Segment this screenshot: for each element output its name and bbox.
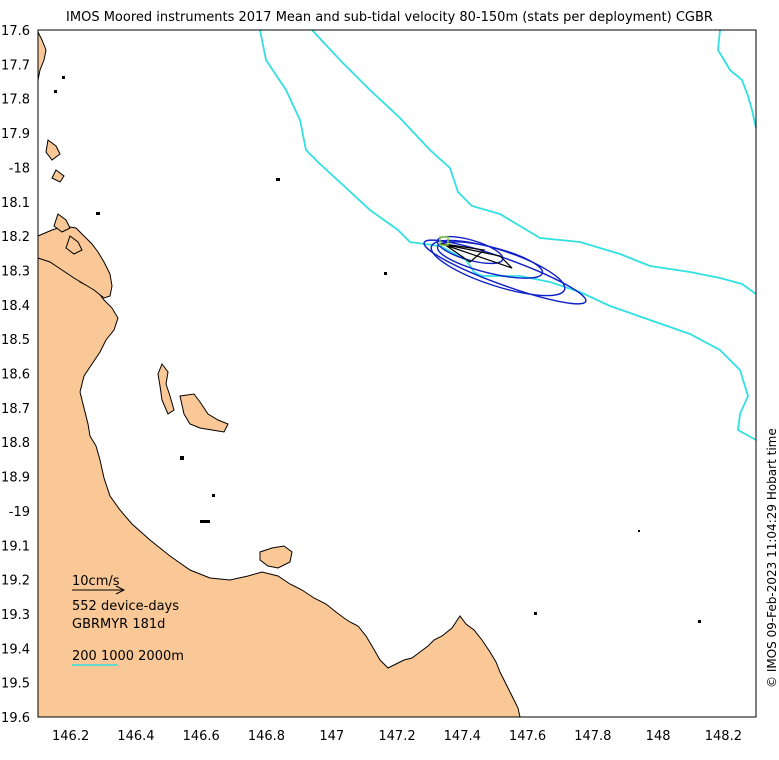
y-tick-label: -19 — [9, 505, 30, 520]
y-tick-label: 17.8 — [1, 93, 30, 108]
variance-ellipse-3 — [436, 241, 544, 279]
isobath-2000m — [717, 29, 757, 129]
mooring-marker — [439, 236, 449, 246]
y-tick-label: 17.6 — [1, 24, 30, 39]
y-axis: 17.6 17.7 17.8 17.9 -18 18.1 18.2 18.3 18.4 18.5 1… — [1, 24, 30, 726]
y-tick-label: 18.8 — [1, 436, 30, 451]
island-hinchinbrook — [179, 393, 229, 433]
y-tick-label: 19.3 — [1, 608, 30, 623]
x-tick-label: 147.2 — [378, 729, 415, 744]
x-tick-label: 146.2 — [52, 729, 89, 744]
credit-label: © IMOS 09-Feb-2023 11:04:29 Hobart time — [765, 428, 779, 688]
x-tick-label: 147.6 — [509, 729, 546, 744]
y-tick-label: 18.6 — [1, 368, 30, 383]
y-tick-label: 19.5 — [1, 677, 30, 692]
y-tick-label: 19.4 — [1, 642, 30, 657]
y-tick-label: 18.2 — [1, 230, 30, 245]
land-north-coast — [37, 31, 47, 81]
device-days-label: 552 device-days — [72, 599, 179, 614]
scale-label: 10cm/s — [72, 574, 120, 589]
y-tick-label: 17.9 — [1, 127, 30, 142]
y-tick-label: 19.1 — [1, 539, 30, 554]
x-tick-label: 146.6 — [183, 729, 220, 744]
y-tick-label: 18.1 — [1, 196, 30, 211]
island-group-1 — [45, 139, 83, 255]
isobath-1000m — [311, 29, 757, 295]
x-tick-label: 147.8 — [574, 729, 611, 744]
x-tick-label: 148.2 — [705, 729, 742, 744]
plot-frame — [37, 29, 757, 718]
y-tick-label: 19.2 — [1, 574, 30, 589]
y-tick-label: 18.5 — [1, 333, 30, 348]
y-tick-label: 18.7 — [1, 402, 30, 417]
x-tick-label: 146.4 — [117, 729, 154, 744]
mean-vectors — [441, 243, 513, 269]
isobath-200m — [259, 29, 757, 441]
y-tick-label: 17.7 — [1, 58, 30, 73]
x-tick-label: 147.4 — [444, 729, 481, 744]
station-label: GBRMYR 181d — [72, 617, 165, 632]
variance-ellipse-2 — [423, 239, 587, 305]
island-palm — [157, 362, 175, 415]
y-tick-label: 18.4 — [1, 299, 30, 314]
scale-arrow-head — [115, 585, 126, 595]
isobath-legend-label: 200 1000 2000m — [72, 649, 184, 664]
velocity-ellipses — [423, 235, 587, 305]
y-tick-label: 18.9 — [1, 471, 30, 486]
land-mainland — [37, 249, 521, 718]
mean-vector-2 — [443, 243, 486, 263]
map-title: IMOS Moored instruments 2017 Mean and su… — [66, 10, 713, 25]
island-magnetic — [259, 545, 293, 569]
x-tick-label: 148 — [646, 729, 671, 744]
x-axis: 146.2 146.4 146.6 146.8 147 147.2 147.4 147.6 14… — [52, 729, 742, 744]
x-tick-label: 147 — [319, 729, 344, 744]
land-cape — [37, 225, 113, 299]
y-tick-label: 19.6 — [1, 711, 30, 726]
y-tick-label: 18.3 — [1, 264, 30, 279]
x-tick-label: 146.8 — [248, 729, 285, 744]
y-tick-label: -18 — [9, 161, 30, 176]
